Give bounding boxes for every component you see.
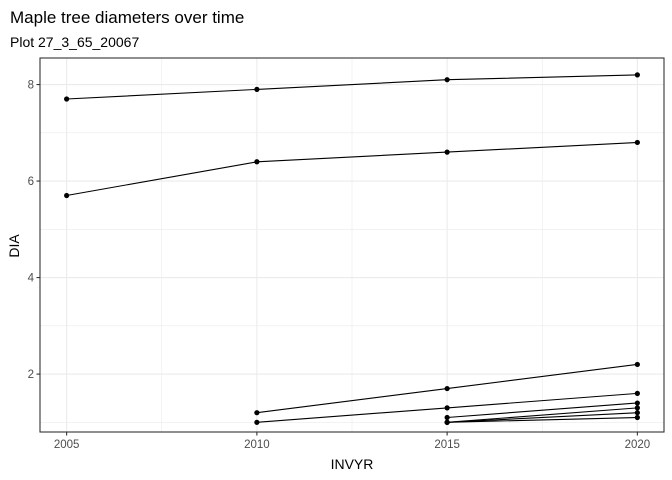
data-point xyxy=(444,419,450,425)
series-line-2 xyxy=(66,141,638,197)
x-axis: 2005 2010 2015 2020 xyxy=(54,432,650,451)
data-point xyxy=(634,410,640,416)
chart-title: Maple tree diameters over time xyxy=(10,8,244,27)
data-point xyxy=(254,159,260,165)
data-point xyxy=(64,96,70,102)
data-point xyxy=(444,149,450,155)
panel-border xyxy=(39,57,665,433)
data-point xyxy=(634,414,640,421)
x-tick-label: 2010 xyxy=(244,439,270,451)
data-point xyxy=(634,72,640,78)
data-point xyxy=(634,405,640,411)
series-line-7 xyxy=(447,412,638,423)
x-tick-label: 2005 xyxy=(54,439,80,451)
x-tick-label: 2020 xyxy=(625,439,651,451)
x-tick-label: 2015 xyxy=(434,439,460,451)
data-point xyxy=(634,139,640,146)
series-line-1 xyxy=(66,74,638,100)
series-line-8 xyxy=(447,416,638,423)
y-tick-label: 4 xyxy=(28,273,35,285)
data-point xyxy=(254,410,260,416)
y-tick-label: 6 xyxy=(28,176,34,188)
data-point xyxy=(444,405,450,411)
data-point xyxy=(254,86,260,92)
y-tick-label: 8 xyxy=(28,80,34,92)
y-axis: 2 4 6 8 xyxy=(28,80,40,381)
data-point xyxy=(444,385,450,392)
data-point xyxy=(444,77,450,83)
data-point xyxy=(444,414,450,421)
data-point xyxy=(254,419,260,425)
data-point xyxy=(634,390,640,396)
x-axis-title: INVYR xyxy=(331,456,374,472)
data-point xyxy=(634,361,640,368)
y-tick-label: 2 xyxy=(28,369,34,381)
series-points xyxy=(64,72,640,425)
chart-subtitle: Plot 27_3_65_20067 xyxy=(10,34,139,50)
series-line-6 xyxy=(447,407,638,423)
y-axis-title: DIA xyxy=(6,234,22,258)
series-line-5 xyxy=(447,402,638,419)
data-point xyxy=(64,192,70,199)
data-point xyxy=(634,400,640,406)
